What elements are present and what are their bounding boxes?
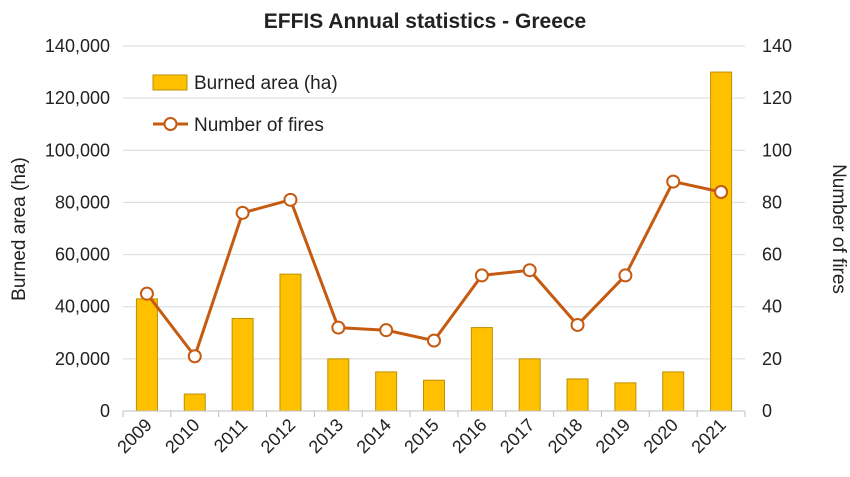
bar-2013 [327, 358, 350, 412]
bar-2009 [135, 298, 158, 412]
line-series [139, 174, 729, 364]
bar-2012 [279, 273, 302, 412]
bar-series [135, 71, 733, 412]
y-tick-label: 100,000 [45, 140, 110, 160]
x-tick-label: 2018 [544, 415, 586, 457]
x-tick-label: 2010 [161, 415, 203, 457]
fires-point-2017 [522, 263, 537, 278]
y-axis-right-ticks: 0 20 40 60 80 100 120 140 [762, 36, 792, 421]
legend-bar-swatch [152, 74, 188, 91]
legend-label-burned-area: Burned area (ha) [194, 73, 338, 94]
bar-2015 [423, 379, 445, 412]
fires-point-2016 [474, 268, 489, 283]
grid [123, 45, 745, 360]
bar-2018 [566, 378, 589, 412]
x-tick-label: 2009 [113, 415, 155, 457]
fires-point-2019 [618, 268, 633, 283]
x-tick-label: 2015 [400, 415, 442, 457]
bar-2014 [375, 371, 398, 412]
y-tick-label: 0 [100, 401, 110, 421]
y2-tick-label: 100 [762, 140, 792, 160]
x-tick-label: 2020 [640, 415, 682, 457]
x-tick-label: 2014 [353, 415, 395, 457]
y-tick-label: 60,000 [55, 245, 110, 265]
y-axis-left-ticks: 0 20,000 40,000 60,000 80,000 100,000 120,000 1… [45, 36, 110, 421]
y-tick-label: 140,000 [45, 36, 110, 56]
y-axis-label: Burned area (ha) [9, 157, 30, 301]
x-tick-label: 2019 [592, 415, 634, 457]
y-tick-label: 20,000 [55, 349, 110, 369]
bar-2019 [614, 382, 637, 412]
y2-tick-label: 80 [762, 192, 782, 212]
y-tick-label: 120,000 [45, 88, 110, 108]
y2-tick-label: 0 [762, 401, 772, 421]
bar-2020 [662, 371, 685, 412]
y2-tick-label: 40 [762, 297, 782, 317]
x-tick-label: 2021 [687, 415, 729, 457]
fires-point-2018 [570, 317, 585, 332]
chart-title: EFFIS Annual statistics - Greece [264, 10, 587, 33]
bar-2011 [231, 317, 254, 412]
y2-tick-label: 20 [762, 349, 782, 369]
fires-point-2014 [379, 323, 394, 338]
axes [122, 410, 746, 417]
bar-2021 [710, 71, 733, 412]
x-tick-label: 2011 [210, 415, 252, 457]
legend: Burned area (ha) Number of fires [152, 73, 338, 136]
y-tick-label: 40,000 [55, 297, 110, 317]
bar-2010 [183, 393, 206, 412]
fires-point-2020 [666, 174, 681, 189]
fires-point-2011 [235, 205, 250, 220]
legend-label-number-of-fires: Number of fires [194, 115, 324, 136]
y2-tick-label: 60 [762, 245, 782, 265]
bar-2016 [470, 327, 493, 412]
x-axis-ticks: 2009 2010 2011 2012 2013 2014 2015 2016 2017 2018… [113, 415, 730, 457]
x-tick-label: 2013 [305, 415, 347, 457]
x-tick-label: 2016 [448, 415, 490, 457]
bar-2017 [518, 358, 541, 412]
fires-point-2009 [139, 286, 154, 301]
x-tick-label: 2012 [257, 415, 299, 457]
y2-axis-label: Number of fires [828, 164, 849, 294]
x-tick-label: 2017 [496, 415, 538, 457]
legend-line-marker [163, 117, 178, 131]
fires-point-2013 [331, 320, 346, 335]
fires-point-2021 [714, 185, 729, 199]
y2-tick-label: 120 [762, 88, 792, 108]
y-tick-label: 80,000 [55, 192, 110, 212]
fires-point-2010 [187, 349, 202, 364]
y2-tick-label: 140 [762, 36, 792, 56]
fires-point-2012 [283, 192, 298, 207]
fires-point-2015 [427, 333, 441, 348]
